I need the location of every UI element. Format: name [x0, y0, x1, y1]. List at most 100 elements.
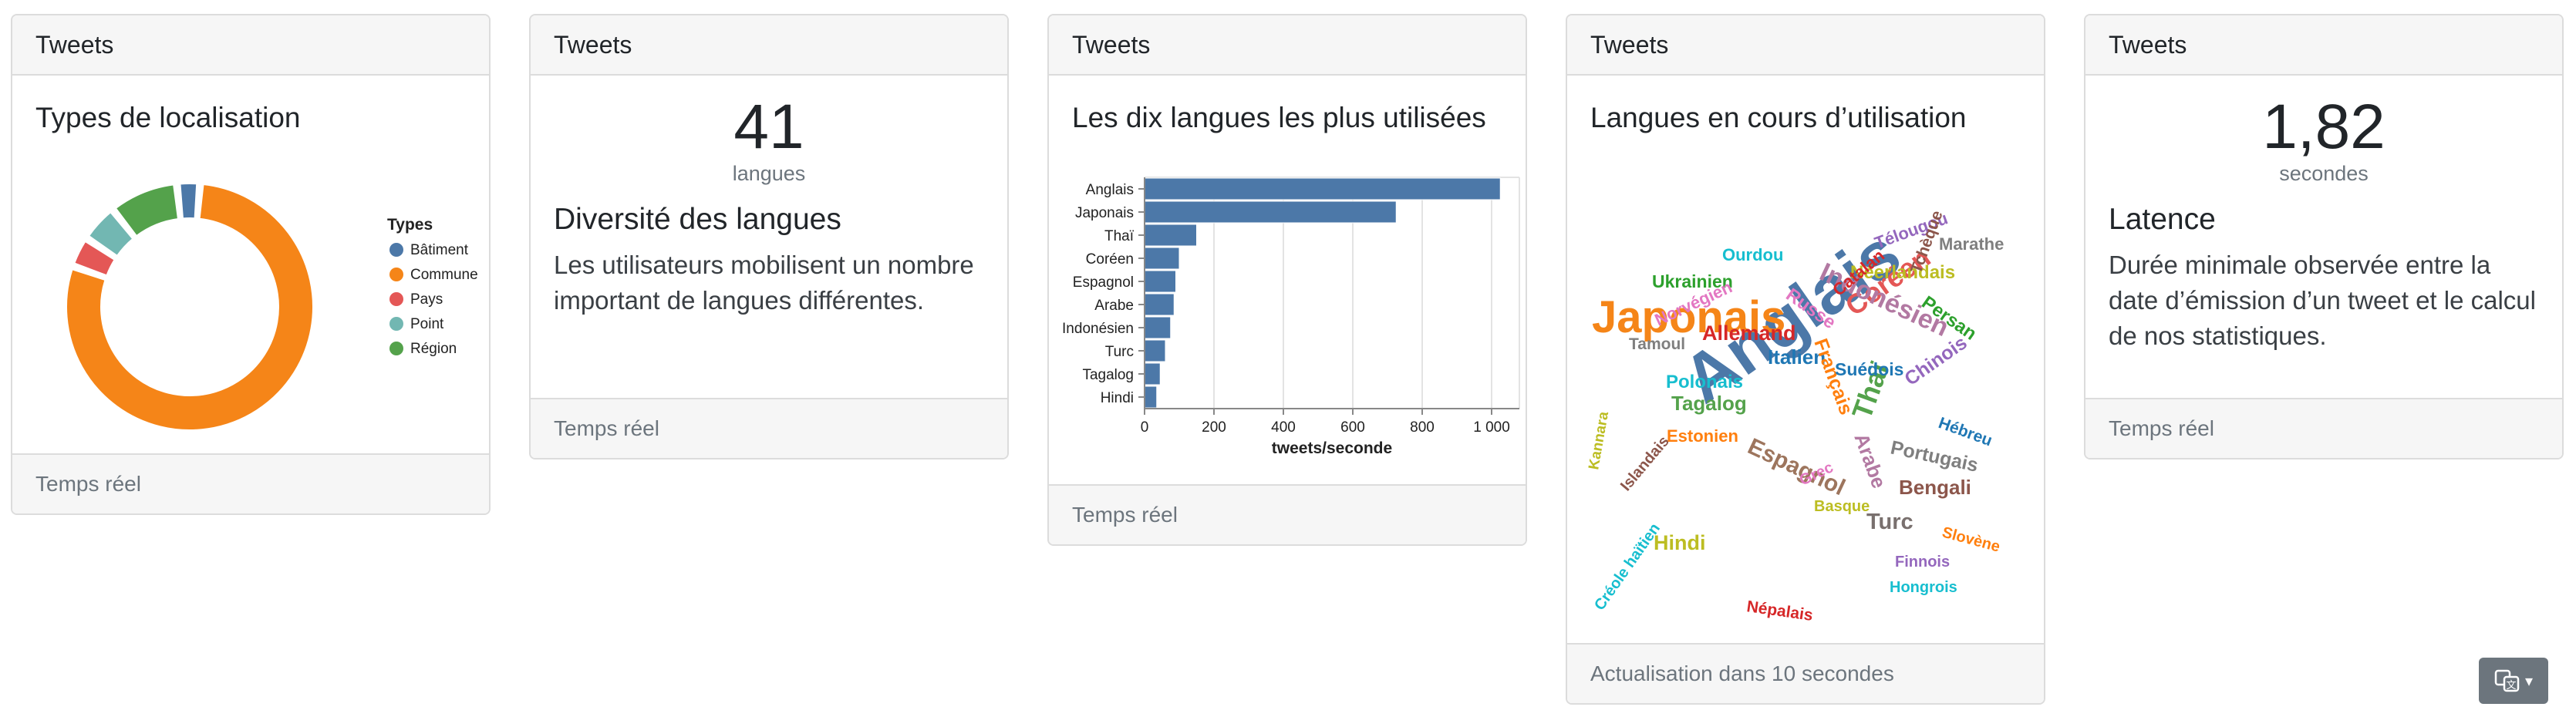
donut-slice-bâtiment	[179, 183, 198, 220]
donut-slice-commune	[66, 183, 314, 431]
bar-thaï	[1144, 224, 1197, 247]
card-header: Tweets	[2085, 15, 2562, 76]
language-count-value: 41	[733, 92, 804, 162]
word-cloud-word: Hindi	[1654, 531, 1706, 554]
y-tick-label: Arabe	[1094, 298, 1134, 314]
x-tick-label: 0	[1141, 419, 1149, 436]
bar-hindi	[1144, 385, 1158, 409]
latency-card: Tweets 1,82 secondes Latence Durée minim…	[2084, 14, 2564, 459]
x-tick-label: 400	[1271, 419, 1296, 436]
card-footer: Actualisation dans 10 secondes	[1567, 643, 2044, 703]
card-footer: Temps réel	[531, 398, 1007, 458]
x-tick-label: 200	[1202, 419, 1226, 436]
word-cloud-word: Japonais	[1592, 292, 1785, 342]
latency-text: Durée minimale observée entre la date d’…	[2109, 251, 2536, 350]
card-body: 41 langues Diversité des langues Les uti…	[531, 76, 1007, 398]
bar-coréen	[1144, 247, 1180, 270]
word-cloud-word: Espagnol	[1744, 433, 1849, 500]
word-cloud-word: Chinois	[1900, 332, 1971, 390]
word-cloud-word: Finnois	[1895, 554, 1950, 571]
word-cloud-word: Polonais	[1666, 372, 1743, 392]
card-body: Langues en cours d’utilisation Anglais Ja…	[1567, 76, 2044, 643]
legend-swatch	[389, 243, 403, 257]
word-cloud-word: Néerlandais	[1850, 262, 1955, 283]
word-cloud-word: Italien	[1768, 345, 1826, 369]
word-cloud-word: Marathe	[1939, 234, 2004, 254]
bar-tagalog	[1144, 362, 1161, 385]
word-cloud-word: Slovène	[1940, 524, 2002, 556]
word-cloud-word: Ukrainien	[1652, 271, 1733, 291]
card-body: 1,82 secondes Latence Durée minimale obs…	[2085, 76, 2562, 398]
word-cloud-word: Islandais	[1617, 433, 1673, 494]
legend-label: Point	[410, 316, 444, 332]
legend-label: Bâtiment	[410, 242, 469, 258]
word-cloud-word: Suédois	[1835, 359, 1903, 379]
legend-swatch	[389, 342, 403, 355]
legend-label: Pays	[410, 291, 443, 308]
legend-title: Types	[387, 216, 433, 234]
bar-arabe	[1144, 293, 1175, 316]
legend-swatch	[389, 268, 403, 281]
card-header: Tweets	[1567, 15, 2044, 76]
location-donut-chart: Types Bâtiment Commune Pays Point Région	[66, 183, 478, 431]
card-body: Les dix langues les plus utilisées 0 200 4…	[1049, 76, 1526, 484]
donut-slice-région	[114, 183, 179, 237]
word-cloud-word: Portugais	[1889, 436, 1981, 476]
word-cloud-word: Basque	[1814, 498, 1870, 515]
y-tick-label: Indonésien	[1062, 321, 1134, 337]
y-tick-label: Turc	[1105, 344, 1134, 360]
latency-title: Latence	[2109, 203, 2216, 236]
card-footer: Temps réel	[2085, 398, 2562, 458]
y-tick-label: Espagnol	[1073, 274, 1134, 291]
bar-turc	[1144, 339, 1166, 362]
word-cloud-word: Kannara	[1586, 410, 1612, 471]
location-types-card: Tweets Types de localisation Types Bâtim…	[11, 14, 491, 515]
card-header: Tweets	[1049, 15, 1526, 76]
card-footer: Temps réel	[1049, 484, 1526, 544]
y-tick-label: Coréen	[1086, 251, 1134, 268]
chevron-down-icon: ▾	[2524, 672, 2534, 690]
word-cloud-word: Arabe	[1849, 430, 1890, 492]
x-axis-label: tweets/seconde	[1272, 439, 1392, 457]
word-cloud-word: Tagalog	[1671, 392, 1747, 415]
y-tick-label: Tagalog	[1082, 367, 1134, 383]
y-tick-label: Japonais	[1075, 205, 1134, 221]
language-diversity-card: Tweets 41 langues Diversité des langues …	[529, 14, 1009, 459]
word-cloud-word: Hongrois	[1890, 579, 1957, 596]
word-cloud-word: Créole haïtien	[1591, 520, 1664, 614]
y-tick-label: Hindi	[1101, 390, 1134, 406]
card-title: Les dix langues les plus utilisées	[1072, 102, 1486, 133]
x-tick-label: 1 000	[1473, 419, 1510, 436]
y-tick-label: Anglais	[1086, 182, 1134, 198]
translate-glyph: 文	[2506, 679, 2516, 691]
word-cloud-word: Hébreu	[1936, 414, 1994, 449]
bar-anglais	[1144, 177, 1501, 200]
card-body: Types de localisation Types Bâtiment Comm…	[12, 76, 489, 453]
word-cloud-word: Turc	[1866, 510, 1913, 534]
legend-swatch	[389, 292, 403, 306]
top-languages-card: Tweets Les dix langues les plus utilisée…	[1047, 14, 1527, 546]
x-tick-label: 600	[1340, 419, 1365, 436]
language-switch-button[interactable]: 文 ▾	[2479, 658, 2548, 704]
card-header: Tweets	[531, 15, 1007, 76]
word-cloud-word: Allemand	[1702, 321, 1796, 345]
bar-espagnol	[1144, 270, 1176, 293]
legend-label: Région	[410, 341, 457, 357]
card-title: Langues en cours d’utilisation	[1590, 102, 1967, 133]
languages-in-use-card: Tweets Langues en cours d’utilisation An…	[1566, 14, 2045, 705]
top-languages-bar-chart: 0 200 400 600 800 1 000 Anglais Japonais Thaï Cor…	[1062, 177, 1520, 457]
card-header: Tweets	[12, 15, 489, 76]
legend-swatch	[389, 317, 403, 331]
word-cloud-word: Népalais	[1745, 598, 1814, 624]
legend-label: Commune	[410, 267, 478, 283]
latency-value: 1,82	[2262, 92, 2385, 162]
diversity-text: Les utilisateurs mobilisent un nombre im…	[554, 251, 974, 315]
word-cloud-word: Tamoul	[1629, 335, 1685, 353]
card-footer: Temps réel	[12, 453, 489, 513]
diversity-title: Diversité des langues	[554, 203, 841, 236]
translate-icon: 文	[2494, 669, 2520, 692]
latency-unit: secondes	[2279, 162, 2369, 185]
word-cloud-word: Bengali	[1899, 476, 1971, 499]
donut-slice-point	[88, 211, 134, 257]
